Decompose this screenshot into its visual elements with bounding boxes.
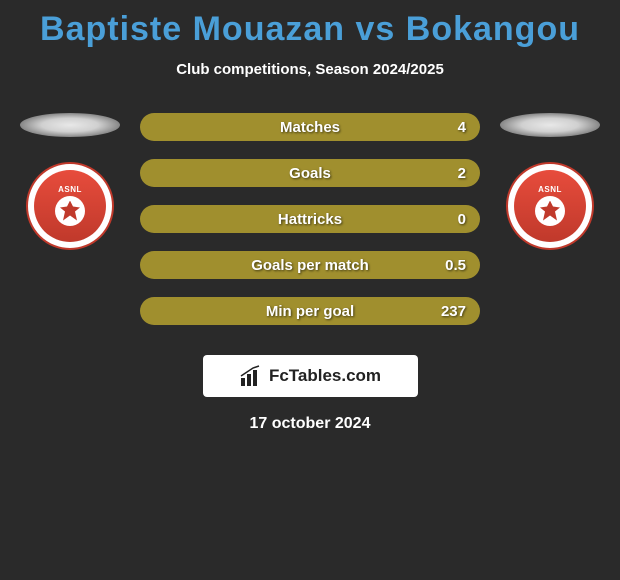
stat-bar-hattricks: Hattricks 0	[140, 205, 480, 233]
player-left-column: ASNL	[20, 113, 120, 250]
player-left-shadow	[20, 113, 120, 137]
season-subtitle: Club competitions, Season 2024/2025	[0, 61, 620, 78]
stats-column: Matches 4 Goals 2 Hattricks 0 Goals per …	[140, 113, 480, 325]
club-badge-right: ASNL	[506, 162, 594, 250]
stat-label: Min per goal	[266, 303, 354, 320]
player-right-column: ASNL	[500, 113, 600, 250]
stat-value: 0	[458, 211, 466, 228]
stat-value: 0.5	[445, 257, 466, 274]
thistle-icon	[540, 201, 560, 221]
club-badge-left-center	[55, 196, 85, 226]
stat-label: Goals	[289, 165, 331, 182]
stat-value: 237	[441, 303, 466, 320]
fctables-logo: FcTables.com	[203, 355, 418, 397]
club-badge-left-text: ASNL	[58, 185, 82, 194]
logo-text: FcTables.com	[269, 366, 381, 386]
stat-bar-min-per-goal: Min per goal 237	[140, 297, 480, 325]
club-badge-right-text: ASNL	[538, 185, 562, 194]
stat-label: Goals per match	[251, 257, 369, 274]
thistle-icon	[60, 201, 80, 221]
footer-section: FcTables.com 17 october 2024	[0, 355, 620, 433]
stat-label: Hattricks	[278, 211, 342, 228]
stat-value: 4	[458, 119, 466, 136]
club-badge-left-inner: ASNL	[34, 170, 106, 242]
comparison-title: Baptiste Mouazan vs Bokangou	[0, 10, 620, 49]
content-row: ASNL Matches 4 Goals 2 Hattricks 0	[0, 113, 620, 325]
date-text: 17 october 2024	[250, 415, 371, 433]
club-badge-right-center	[535, 196, 565, 226]
stat-bar-goals: Goals 2	[140, 159, 480, 187]
stat-label: Matches	[280, 119, 340, 136]
club-badge-left: ASNL	[26, 162, 114, 250]
stat-bar-matches: Matches 4	[140, 113, 480, 141]
stat-value: 2	[458, 165, 466, 182]
main-container: Baptiste Mouazan vs Bokangou Club compet…	[0, 0, 620, 443]
bar-chart-icon	[239, 364, 263, 388]
player-right-shadow	[500, 113, 600, 137]
stat-bar-goals-per-match: Goals per match 0.5	[140, 251, 480, 279]
club-badge-right-inner: ASNL	[514, 170, 586, 242]
